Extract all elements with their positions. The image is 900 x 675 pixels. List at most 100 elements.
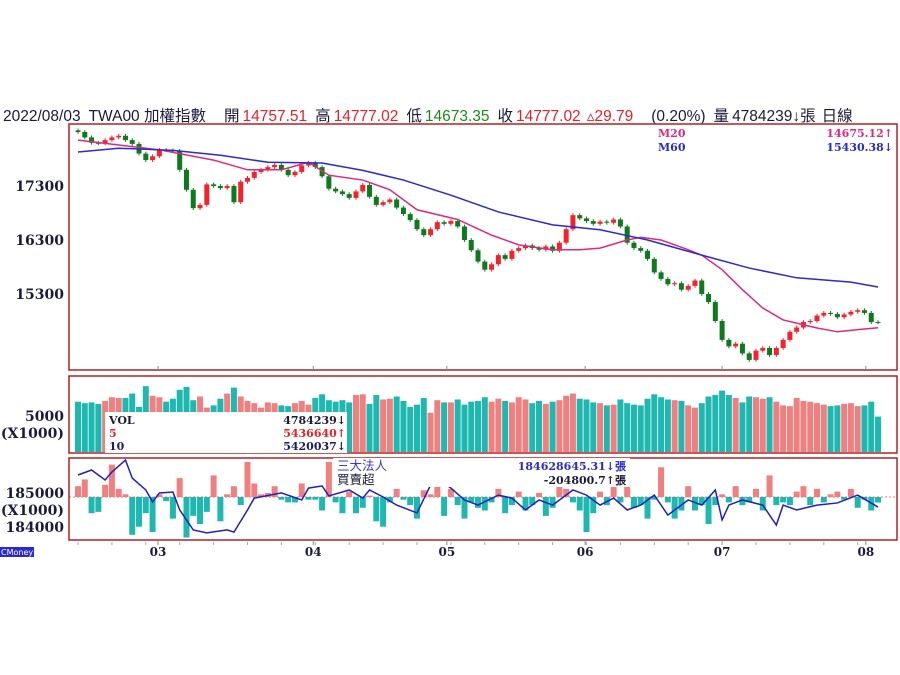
candle-body — [116, 135, 122, 138]
inst-net-bar — [495, 488, 502, 497]
inst-net-bar — [434, 486, 441, 497]
candle-body — [251, 171, 257, 178]
candle-body — [102, 140, 108, 144]
volume-bar — [746, 396, 753, 452]
inst-net-bar — [142, 497, 149, 514]
volume-bar — [712, 395, 719, 452]
inst-net-bar — [617, 497, 624, 503]
inst-net-bar — [610, 486, 617, 497]
candle-body — [177, 150, 183, 170]
inst-net-bar — [115, 488, 122, 497]
inst-net-bar — [814, 488, 821, 497]
inst-net-bar — [271, 486, 278, 497]
inst-net-bar — [719, 494, 726, 497]
inst-net-bar — [230, 486, 237, 497]
volume-bar — [732, 397, 739, 452]
volume-bar — [373, 395, 380, 452]
candle-body — [89, 137, 95, 143]
month-label: 03 — [150, 545, 167, 559]
inst-net-bar — [108, 464, 115, 497]
volume-label: 量 — [713, 108, 730, 125]
inst-net-bar — [786, 497, 793, 506]
inst-net-bar — [664, 497, 671, 503]
volume-bar — [678, 400, 685, 452]
volume-bar — [875, 416, 882, 452]
candle-body — [360, 184, 366, 192]
inst-net-bar — [475, 497, 482, 508]
candle-body — [550, 246, 556, 251]
candle-body — [183, 169, 189, 190]
volume-bar — [461, 404, 468, 452]
candle-body — [306, 162, 312, 166]
volume-bar — [414, 404, 420, 452]
candle-body — [265, 167, 271, 170]
volume-bar — [420, 397, 427, 452]
candle-body — [312, 162, 318, 168]
candle-body — [719, 321, 725, 340]
volume-bar — [576, 398, 583, 452]
price-panel — [75, 128, 881, 362]
volume-bar — [508, 402, 515, 452]
volume-bar — [671, 400, 678, 452]
volume-bar — [386, 398, 393, 452]
candle-body — [143, 153, 149, 161]
inst-net-bar — [359, 497, 366, 508]
inst-net-bar — [190, 497, 197, 516]
volume-bar — [719, 390, 726, 452]
inst-net-bar — [258, 494, 265, 497]
inst-net-bar — [766, 475, 773, 497]
candle-body — [617, 219, 623, 227]
inst-net-bar — [312, 497, 319, 500]
volume-bar — [495, 398, 502, 452]
volume-bar — [624, 403, 631, 452]
inst-net-bar — [325, 461, 332, 497]
volume-bar — [793, 397, 800, 452]
inst-net-bar — [705, 497, 712, 524]
inst-net-bar — [753, 488, 759, 497]
candle-body — [733, 343, 739, 347]
volume-bar — [542, 403, 549, 452]
candle-body — [753, 350, 759, 360]
inst-net-bar — [542, 497, 549, 516]
candle-body — [150, 156, 156, 161]
candle-body — [645, 250, 651, 259]
inst-net-bar — [793, 491, 800, 497]
volume-bar — [847, 403, 854, 452]
inst-net-bar — [698, 497, 705, 506]
volume-bar — [475, 400, 482, 452]
volume-bar — [834, 405, 841, 452]
cmoney-logo-text: CMoney — [1, 548, 33, 557]
candle-body — [563, 229, 569, 243]
inst-net-bar — [339, 497, 346, 514]
candle-body — [448, 221, 454, 224]
inst-net-bar — [569, 497, 576, 503]
candle-body — [611, 219, 617, 223]
candle-body — [299, 165, 305, 172]
candle-body — [794, 327, 800, 332]
low-value: 14673.35 — [424, 108, 490, 125]
candle-body — [489, 264, 495, 270]
volume-bar — [400, 400, 407, 452]
candle-body — [421, 229, 427, 236]
institutional-legend: 三大法人 184628645.31↓張 買賣超 -204800.7↑張 — [333, 458, 630, 487]
volume-bar — [556, 400, 563, 452]
volume-bar — [786, 406, 793, 452]
close-value: 14777.02 — [516, 108, 581, 125]
volume-bar — [854, 406, 861, 452]
inst-net-bar — [244, 461, 251, 497]
inst-net-bar — [522, 497, 529, 511]
volume-bar — [766, 397, 773, 452]
candle-body — [502, 255, 508, 259]
inst-net-bar — [807, 497, 814, 506]
volume-bar — [590, 402, 597, 452]
candle-body — [828, 312, 834, 314]
candle-body — [245, 177, 250, 182]
candle-body — [258, 169, 264, 172]
inst-net-bar — [210, 475, 217, 497]
volume-bar — [773, 401, 780, 452]
inst-net-bar — [319, 497, 326, 511]
volume-bar — [698, 403, 705, 452]
candle-body — [516, 248, 522, 251]
vol-value: 4784239↓ — [283, 414, 346, 427]
inst-net-bar — [88, 497, 95, 514]
